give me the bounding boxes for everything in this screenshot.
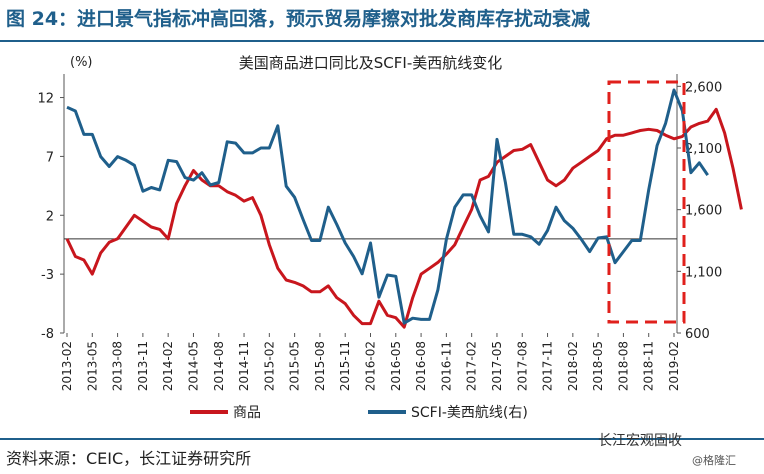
x-ticks: 2013-02 2013-05 2013-08 2013-11 2014-02 2014-…: [60, 333, 681, 391]
x-tick-label: 2015-02: [262, 341, 276, 391]
x-tick-label: 2017-11: [541, 341, 555, 391]
right-y-tick-label: 1,100: [685, 265, 722, 280]
x-tick-label: 2017-02: [465, 341, 479, 391]
x-tick-label: 2014-05: [186, 341, 200, 391]
x-tick-label: 2016-05: [389, 341, 403, 391]
x-tick-label: 2014-08: [212, 341, 226, 391]
legend-label-scfi: SCFI-美西航线(右): [411, 405, 528, 421]
x-tick-label: 2018-11: [642, 341, 656, 391]
x-tick-label: 2013-05: [85, 341, 99, 391]
x-tick-label: 2013-02: [60, 341, 74, 391]
x-tick-label: 2016-11: [439, 341, 453, 391]
x-tick-label: 2013-08: [111, 341, 125, 391]
source-note: 资料来源：CEIC，长江证券研究所: [6, 449, 252, 468]
legend-label-goods: 商品: [233, 405, 261, 421]
highlight-box: [607, 80, 686, 324]
x-tick-label: 2017-08: [515, 341, 529, 391]
watermark-sub: @格隆汇: [692, 454, 736, 467]
left-y-tick-label: 7: [46, 150, 54, 165]
legend: 商品 SCFI-美西航线(右): [190, 405, 528, 421]
source-rule: [0, 438, 764, 440]
x-tick-label: 2018-05: [591, 341, 605, 391]
x-tick-label: 2015-05: [288, 341, 302, 391]
left-y-tick-label: -8: [41, 327, 54, 342]
figure-title: 图 24：进口景气指标冲高回落，预示贸易摩擦对批发商库存扰动衰减: [6, 8, 591, 30]
x-tick-label: 2015-11: [338, 341, 352, 391]
right-y-tick-label: 1,600: [685, 204, 722, 219]
series-line-goods: [65, 107, 743, 329]
left-y-tick-label: 12: [37, 92, 54, 107]
right-y-tick-label: 2,600: [685, 80, 722, 95]
watermark: 长江宏观固收: [598, 433, 682, 449]
x-tick-label: 2014-11: [237, 341, 251, 391]
y-axis-label: (%): [70, 55, 93, 70]
left-y-ticks: -8 -3 2 7 12: [37, 92, 64, 342]
x-tick-label: 2016-02: [364, 341, 378, 391]
chart-title: 美国商品进口同比及SCFI-美西航线变化: [239, 54, 502, 72]
title-rule: [0, 40, 764, 42]
x-tick-label: 2019-02: [667, 341, 681, 391]
right-y-tick-label: 600: [685, 327, 710, 342]
x-tick-label: 2014-02: [161, 341, 175, 391]
series-line-scfi: [66, 88, 709, 325]
x-tick-label: 2018-08: [616, 341, 630, 391]
x-tick-label: 2015-08: [313, 341, 327, 391]
x-tick-label: 2013-11: [136, 341, 150, 391]
right-y-ticks: 600 1,100 1,600 2,100 2,600: [677, 80, 722, 342]
x-tick-label: 2017-05: [490, 341, 504, 391]
left-y-tick-label: 2: [46, 209, 54, 224]
right-y-tick-label: 2,100: [685, 142, 722, 157]
x-tick-label: 2016-08: [414, 341, 428, 391]
x-tick-label: 2018-02: [566, 341, 580, 391]
left-y-tick-label: -3: [41, 268, 54, 283]
series-lines: [65, 88, 743, 329]
